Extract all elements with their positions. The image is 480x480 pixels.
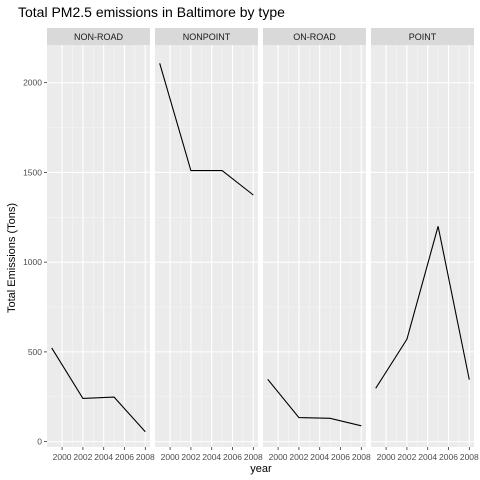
facet-strip-label: NON-ROAD (74, 32, 123, 42)
x-tick-label: 2000 (53, 452, 72, 462)
x-tick-label: 2000 (161, 452, 180, 462)
chart-title: Total PM2.5 emissions in Baltimore by ty… (18, 4, 285, 20)
x-tick-label: 2006 (223, 452, 242, 462)
x-tick-label: 2006 (331, 452, 350, 462)
y-axis-title: Total Emissions (Tons) (6, 203, 18, 313)
x-tick-label: 2008 (352, 452, 371, 462)
x-tick-label: 2008 (460, 452, 479, 462)
x-tick-label: 2002 (73, 452, 92, 462)
y-axis: 0 500 1000 1500 2000 (23, 78, 47, 447)
x-tick-label: 2000 (377, 452, 396, 462)
x-tick-label: 2002 (289, 452, 308, 462)
y-tick-label: 1000 (23, 257, 42, 267)
x-axis-title: year (250, 463, 272, 475)
y-tick-label: 500 (28, 347, 42, 357)
x-tick-label: 2000 (269, 452, 288, 462)
x-tick-label: 2004 (202, 452, 221, 462)
facet-panel-nonpoint: NONPOINT 2000 2002 2004 2006 2008 (155, 28, 263, 462)
x-tick-label: 2006 (115, 452, 134, 462)
facet-panel-on-road: ON-ROAD 2000 2002 2004 2006 2008 (263, 28, 371, 462)
facet-strip-label: POINT (409, 32, 437, 42)
x-tick-label: 2008 (244, 452, 263, 462)
facet-panel-point: POINT 2000 2002 2004 2006 2008 (371, 28, 479, 462)
facet-strip-label: NONPOINT (183, 32, 231, 42)
x-tick-label: 2006 (439, 452, 458, 462)
y-tick-label: 1500 (23, 167, 42, 177)
facet-panel-non-road: NON-ROAD 2000 2002 2004 2006 2008 (47, 28, 155, 462)
x-tick-label: 2004 (310, 452, 329, 462)
y-tick-label: 0 (37, 437, 42, 447)
x-tick-label: 2004 (94, 452, 113, 462)
x-tick-label: 2008 (136, 452, 155, 462)
y-tick-label: 2000 (23, 78, 42, 88)
facet-strip-label: ON-ROAD (293, 32, 336, 42)
x-tick-label: 2004 (418, 452, 437, 462)
x-tick-label: 2002 (397, 452, 416, 462)
x-tick-label: 2002 (181, 452, 200, 462)
